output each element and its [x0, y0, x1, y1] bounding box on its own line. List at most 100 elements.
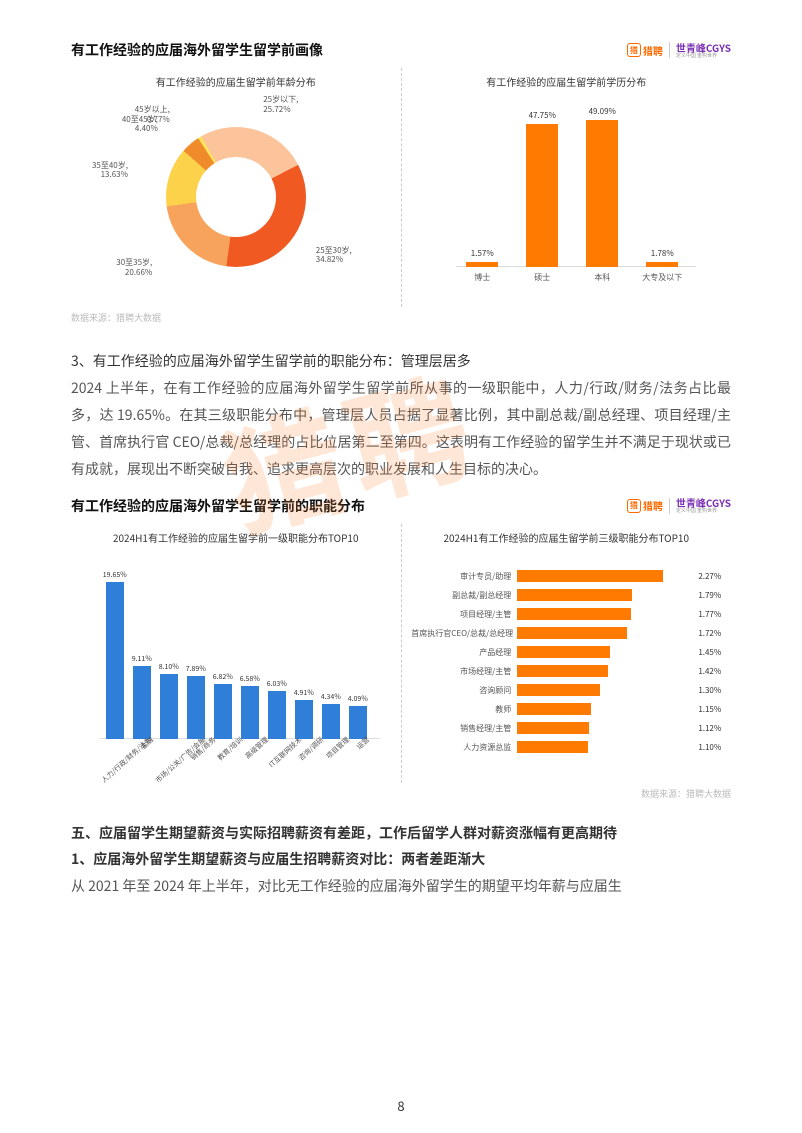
orange-value: 1.77% — [698, 609, 721, 620]
orange-row: 项目经理/主管 1.77% — [411, 605, 721, 624]
donut-label: 35至40岁, 13.63% — [92, 161, 128, 180]
blue-bar: 6.03%IT互联网技术 — [268, 691, 286, 739]
liepin-icon: 猎 — [627, 43, 641, 57]
blue-bar: 9.11%金融 — [133, 666, 151, 739]
logo-group-2: 猎 猎聘 世青峰CGYS 定义中国 重构世界 — [627, 498, 731, 514]
orange-bar — [517, 684, 600, 696]
panel-function-body: 2024H1有工作经验的应届生留学前一级职能分布TOP10 19.65%人力/行… — [71, 524, 731, 783]
panel-profile: 有工作经验的应届海外留学生留学前画像 猎 猎聘 世青峰CGYS 定义中国 重构世… — [71, 40, 731, 324]
text2-subheading: 1、应届海外留学生期望薪资与应届生招聘薪资对比：两者差距渐大 — [71, 846, 731, 873]
blue-bar: 6.58%高级管理 — [241, 686, 259, 739]
cgys-logo: 世青峰CGYS 定义中国 重构世界 — [676, 43, 731, 58]
blue-bar-rect — [268, 691, 286, 739]
text1-heading: 3、有工作经验的应届海外留学生留学前的职能分布：管理层居多 — [71, 348, 731, 375]
cgys-sub: 定义中国 重构世界 — [676, 53, 731, 58]
edu-title: 有工作经验的应届生留学前学历分布 — [486, 74, 646, 89]
orange-cat: 副总裁/副总经理 — [411, 590, 511, 601]
blue-bar-value: 6.82% — [213, 672, 233, 682]
donut-label: 25至30岁, 34.82% — [316, 246, 352, 265]
blue-bar-value: 9.11% — [132, 654, 152, 664]
blue-bar: 8.10%市场/公关/广告/会展 — [160, 674, 178, 739]
logo-divider-2 — [669, 498, 670, 514]
orange-track — [517, 608, 688, 620]
logo-group: 猎 猎聘 世青峰CGYS 定义中国 重构世界 — [627, 42, 731, 58]
orange-row: 首席执行官CEO/总裁/总经理 1.72% — [411, 624, 721, 643]
orange-bar — [517, 741, 587, 753]
blue-bar-value: 19.65% — [103, 570, 127, 580]
logo-divider — [669, 42, 670, 58]
liepin-logo-2: 猎 猎聘 — [627, 498, 663, 513]
cgys-logo-2: 世青峰CGYS 定义中国 重构世界 — [676, 498, 731, 513]
blue-bar-value: 7.89% — [186, 664, 206, 674]
edu-bar-value: 1.78% — [651, 248, 674, 259]
blue-bar-value: 4.09% — [348, 694, 368, 704]
panel-function: 有工作经验的应届海外留学生留学前的职能分布 猎 猎聘 世青峰CGYS 定义中国 … — [71, 496, 731, 800]
orange-bar — [517, 703, 591, 715]
orange-value: 1.42% — [698, 666, 721, 677]
edu-bar-value: 47.75% — [529, 110, 556, 121]
orange-value: 2.27% — [698, 571, 721, 582]
blue-bar-rect — [349, 706, 367, 739]
blue-bar-value: 4.34% — [321, 692, 341, 702]
edu-bar-rect — [466, 262, 498, 267]
orange-track — [517, 684, 688, 696]
text2-heading: 五、应届留学生期望薪资与实际招聘薪资有差距，工作后留学人群对薪资涨幅有更高期待 — [71, 820, 731, 847]
blue-bar-value: 6.58% — [240, 674, 260, 684]
blue-bar-rect — [214, 684, 232, 739]
blue-chart-title: 2024H1有工作经验的应届生留学前一级职能分布TOP10 — [113, 530, 359, 545]
blue-bar-rect — [106, 582, 124, 739]
orange-track — [517, 722, 688, 734]
orange-row: 教师1.15% — [411, 700, 721, 719]
text1-body: 2024 上半年，在有工作经验的应届海外留学生留学前所从事的一级职能中，人力/行… — [71, 375, 731, 484]
panel-profile-title: 有工作经验的应届海外留学生留学前画像 — [71, 40, 323, 60]
edu-bar-rect — [646, 262, 678, 267]
orange-track — [517, 665, 688, 677]
blue-bar-value: 8.10% — [159, 662, 179, 672]
blue-bar: 4.91%咨询/调研 — [295, 700, 313, 739]
blue-bar-rect — [187, 676, 205, 739]
blue-bar-cat: 教育/培训 — [215, 735, 245, 763]
blue-bar: 7.89%销售/商务 — [187, 676, 205, 739]
edu-bar-cat: 博士 — [474, 272, 490, 283]
edu-bar-rect — [586, 120, 618, 267]
orange-value: 1.79% — [698, 590, 721, 601]
panel-function-title: 有工作经验的应届海外留学生留学前的职能分布 — [71, 496, 365, 516]
orange-cat: 审计专员/助理 — [411, 571, 511, 582]
donut-label: 25岁以下, 25.72% — [263, 95, 298, 114]
orange-bar — [517, 646, 610, 658]
edu-bar-rect — [526, 124, 558, 267]
page-number: 8 — [0, 1096, 802, 1115]
liepin-text: 猎聘 — [643, 43, 663, 58]
panel-profile-head: 有工作经验的应届海外留学生留学前画像 猎 猎聘 世青峰CGYS 定义中国 重构世… — [71, 40, 731, 60]
liepin-icon-2: 猎 — [627, 499, 641, 513]
orange-track — [517, 703, 688, 715]
blue-bar: 19.65%人力/行政/财务/法务 — [106, 582, 124, 739]
panel-function-head: 有工作经验的应届海外留学生留学前的职能分布 猎 猎聘 世青峰CGYS 定义中国 … — [71, 496, 731, 516]
blue-bar-rect — [295, 700, 313, 739]
blue-bar-rect — [241, 686, 259, 739]
edu-bar: 47.75%硕士 — [526, 124, 558, 267]
text-section-2: 五、应届留学生期望薪资与实际招聘薪资有差距，工作后留学人群对薪资涨幅有更高期待 … — [71, 820, 731, 900]
orange-cat: 市场经理/主管 — [411, 666, 511, 677]
edu-bar-cat: 本科 — [594, 272, 610, 283]
blue-bar-chart: 19.65%人力/行政/财务/法务9.11%金融8.10%市场/公关/广告/会展… — [86, 553, 386, 783]
orange-value: 1.72% — [698, 628, 721, 639]
edu-bar-value: 49.09% — [589, 106, 616, 117]
blue-bar-rect — [133, 666, 151, 739]
edu-bar: 1.57%博士 — [466, 262, 498, 267]
liepin-text-2: 猎聘 — [643, 498, 663, 513]
orange-bar-chart: 审计专员/助理 2.27% 副总裁/副总经理 1.79% 项目经理/主管 1.77% 首席执… — [411, 553, 721, 783]
orange-value: 1.10% — [698, 742, 721, 753]
blue-bar: 6.82%教育/培训 — [214, 684, 232, 739]
orange-cat: 项目经理/主管 — [411, 609, 511, 620]
blue-bar-cat: 市场/公关/广告/会展 — [153, 735, 207, 785]
panel-function-source: 数据来源：猎聘大数据 — [71, 787, 731, 800]
orange-cat: 首席执行官CEO/总裁/总经理 — [411, 628, 511, 639]
cgys-sub-2: 定义中国 重构世界 — [676, 508, 731, 513]
blue-bar: 4.34%项目管理 — [322, 704, 340, 739]
orange-bar — [517, 589, 632, 601]
orange-value: 1.15% — [698, 704, 721, 715]
donut-ring — [166, 127, 306, 267]
cgys-main: 世青峰CGYS — [676, 43, 731, 53]
orange-cat: 咨询顾问 — [411, 685, 511, 696]
